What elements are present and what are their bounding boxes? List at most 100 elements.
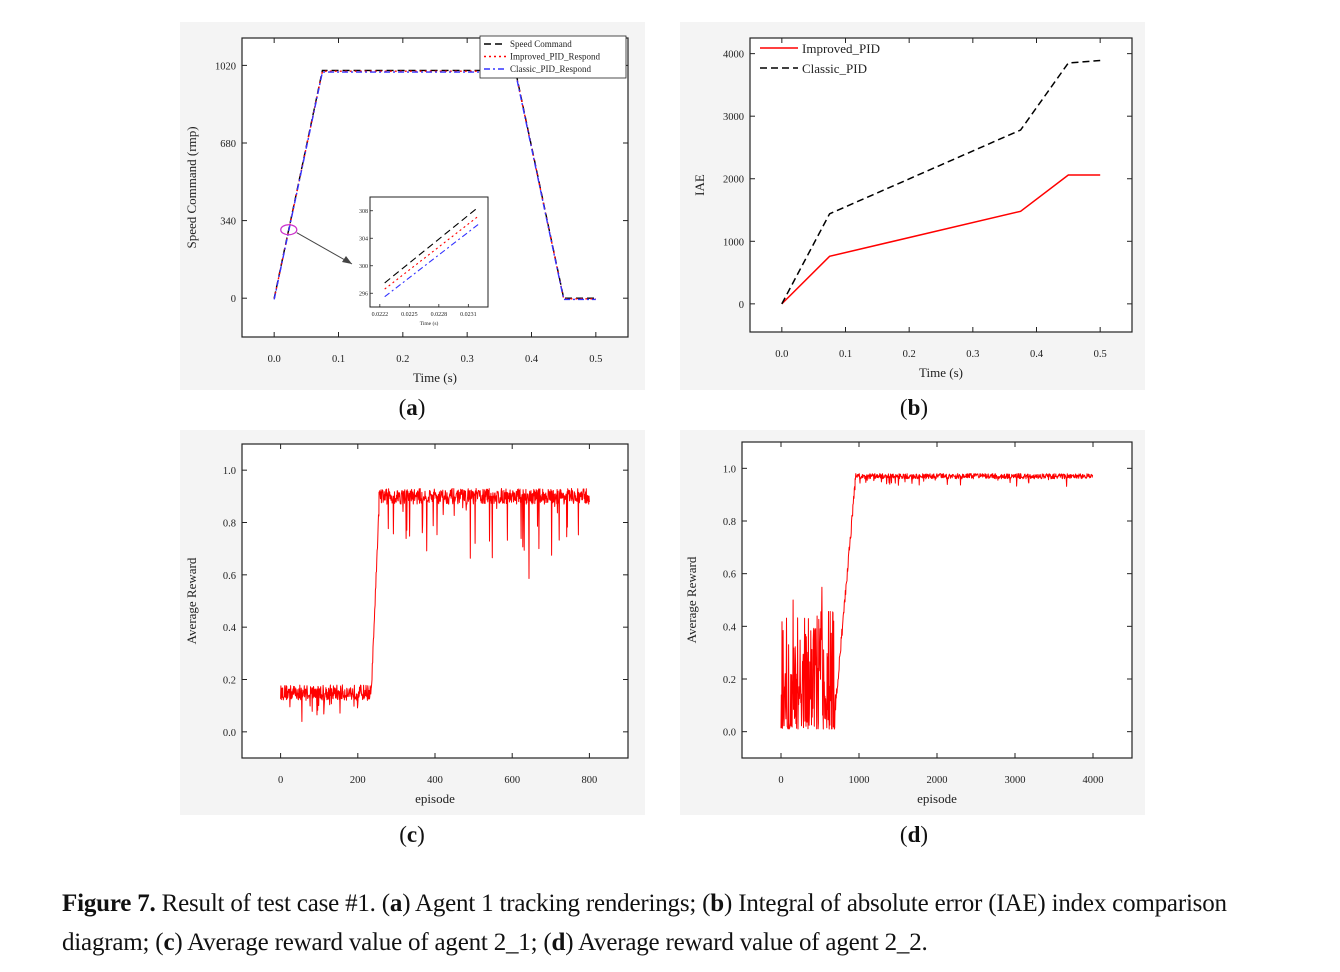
caption-text-1: Result of test case #1. ( (155, 890, 390, 917)
chart-a-xtick-label: 0.3 (461, 354, 474, 365)
sublabel-d-letter: d (907, 822, 921, 847)
chart-c-ytick-label: 0.8 (223, 519, 236, 530)
chart-d-panel: 0 1000 2000 3000 4000 0.0 0.2 0.4 0.6 0.8 1.0 episo… (680, 430, 1145, 815)
chart-a-panel: 0.0 0.1 0.2 0.3 0.4 0.5 0 340 680 1020 Time (s) Spe… (180, 22, 645, 390)
chart-a-xtick-label: 0.4 (525, 354, 539, 365)
chart-a-inset-xtick-label: 0.0228 (431, 312, 448, 318)
chart-a-xtick-label: 0.2 (396, 354, 409, 365)
chart-a-inset-xaxis-label: Time (s) (420, 320, 439, 327)
chart-a-zoom-arrow (296, 232, 353, 265)
chart-d-xtick-label: 3000 (1005, 775, 1026, 786)
chart-d-ytick-label: 0.0 (723, 728, 736, 739)
chart-a-ytick-label: 1020 (215, 61, 236, 72)
chart-b-xtick-label: 0.4 (1030, 349, 1044, 360)
chart-c-xaxis-label: episode (415, 791, 455, 806)
chart-a-xtick-label: 0.5 (589, 354, 602, 365)
chart-a-zoom-arrowhead (342, 256, 352, 264)
chart-a-inset-xtick-label: 0.0231 (460, 312, 477, 318)
chart-c-ytick-label: 0.0 (223, 728, 236, 739)
caption-c: c (163, 929, 175, 956)
sublabel-d: (d) (899, 822, 929, 847)
chart-a-ytick-label: 340 (220, 217, 236, 228)
chart-c-panel: 0 200 400 600 800 0.0 0.2 0.4 0.6 0.8 1.0 episode Av… (180, 430, 645, 815)
sublabel-c-letter: c (406, 822, 418, 847)
chart-b-panel: 0.0 0.1 0.2 0.3 0.4 0.5 0 1000 2000 3000 4000 Time … (680, 22, 1145, 390)
chart-a-inset-ytick-label: 308 (359, 209, 368, 215)
chart-a-legend-label: Speed Command (510, 39, 572, 49)
chart-a-inset-ytick-label: 296 (359, 291, 368, 297)
chart-b-ytick-label: 4000 (723, 50, 744, 61)
chart-b-series-line (781, 174, 1101, 305)
chart-b-xtick-label: 0.0 (775, 349, 788, 360)
chart-c-ytick-label: 1.0 (223, 466, 236, 477)
chart-a-inset-series-line (384, 206, 479, 284)
chart-b-ytick-label: 2000 (723, 175, 744, 186)
caption-text-5: ) Average reward value of agent 2_2. (565, 929, 928, 956)
chart-d: 0 1000 2000 3000 4000 0.0 0.2 0.4 0.6 0.8 1.0 episo… (684, 441, 1133, 806)
chart-d-ytick-label: 0.8 (723, 517, 736, 528)
chart-a-ytick-label: 0 (231, 294, 236, 305)
sublabel-a-letter: a (406, 395, 418, 420)
caption-label: Figure 7. (62, 890, 156, 917)
chart-b-legend: Improved_PID Classic_PID (760, 41, 880, 76)
chart-d-ytick-label: 0.4 (723, 622, 737, 633)
chart-d-ytick-label: 0.2 (723, 675, 736, 686)
caption-b: b (710, 890, 725, 917)
chart-d-xtick-label: 1000 (849, 775, 870, 786)
chart-a-inset-frame (369, 196, 489, 308)
chart-b-xtick-label: 0.2 (903, 349, 916, 360)
chart-c-xtick-label: 400 (427, 775, 443, 786)
chart-a-zoom-marker (280, 224, 298, 236)
chart-d-ytick-label: 0.6 (723, 570, 736, 581)
chart-b-ytick-label: 3000 (723, 112, 744, 123)
chart-b-plot-frame (749, 37, 1133, 333)
chart-c: 0 200 400 600 800 0.0 0.2 0.4 0.6 0.8 1.0 episode Av… (184, 443, 629, 806)
chart-b-legend-label: Improved_PID (802, 41, 880, 56)
chart-a-legend-label: Classic_PID_Respond (510, 64, 592, 74)
caption-d: d (551, 929, 566, 956)
chart-b-xtick-label: 0.5 (1094, 349, 1107, 360)
chart-c-xtick-label: 800 (582, 775, 598, 786)
chart-d-xtick-label: 4000 (1083, 775, 1104, 786)
chart-a-yaxis-label: Speed Command (rmp) (184, 126, 199, 248)
sublabel-b-letter: b (907, 395, 921, 420)
chart-a-xtick-label: 0.1 (332, 354, 345, 365)
chart-b-ytick-label: 1000 (723, 237, 744, 248)
chart-d-yaxis-label: Average Reward (684, 556, 699, 643)
chart-a: 0.0 0.1 0.2 0.3 0.4 0.5 0 340 680 1020 Time (s) Spe… (184, 35, 629, 385)
chart-b-xtick-label: 0.3 (966, 349, 979, 360)
chart-c-xtick-label: 200 (350, 775, 366, 786)
caption-text-2: ) Agent 1 tracking renderings; ( (402, 890, 711, 917)
chart-a-legend-label: Improved_PID_Respond (510, 52, 600, 62)
chart-a-inset-series-line (384, 224, 479, 298)
chart-d-xtick-label: 0 (778, 775, 783, 786)
chart-b-xtick-label: 0.1 (839, 349, 852, 360)
chart-c-ytick-label: 0.6 (223, 571, 236, 582)
chart-b-ytick-label: 0 (739, 300, 744, 311)
chart-d-ytick-label: 1.0 (723, 464, 736, 475)
chart-c-yaxis-label: Average Reward (184, 557, 199, 644)
caption-text-3: ) Integral of absolute error (IAE) index… (62, 890, 1227, 956)
chart-d-xaxis-label: episode (917, 791, 957, 806)
chart-a-xaxis-label: Time (s) (413, 370, 457, 385)
chart-d-xtick-label: 2000 (927, 775, 948, 786)
chart-b: 0.0 0.1 0.2 0.3 0.4 0.5 0 1000 2000 3000 4000 Time … (692, 37, 1133, 380)
chart-a-inset-ytick-label: 304 (359, 236, 368, 242)
chart-a-ytick-label: 680 (220, 139, 236, 150)
chart-a-legend: Speed Command Improved_PID_Respond Classic… (479, 35, 627, 79)
chart-a-xtick-label: 0.0 (268, 354, 281, 365)
chart-b-xaxis-label: Time (s) (919, 365, 963, 380)
chart-b-yaxis-label: IAE (692, 174, 707, 196)
chart-c-series-line (280, 488, 590, 722)
chart-b-series-line (781, 59, 1101, 305)
chart-c-xtick-label: 600 (504, 775, 520, 786)
sublabel-b: (b) (899, 395, 929, 420)
sublabel-a: (a) (398, 395, 426, 420)
chart-c-ytick-label: 0.2 (223, 676, 236, 687)
sublabel-c: (c) (399, 822, 425, 847)
caption-text-4: ) Average reward value of agent 2_1; ( (174, 929, 552, 956)
caption-a: a (389, 890, 403, 917)
chart-d-plot-frame (741, 441, 1133, 759)
figure-caption: Figure 7. Result of test case #1. (a) Ag… (62, 884, 1292, 962)
chart-a-inset-ytick-label: 300 (359, 264, 368, 270)
